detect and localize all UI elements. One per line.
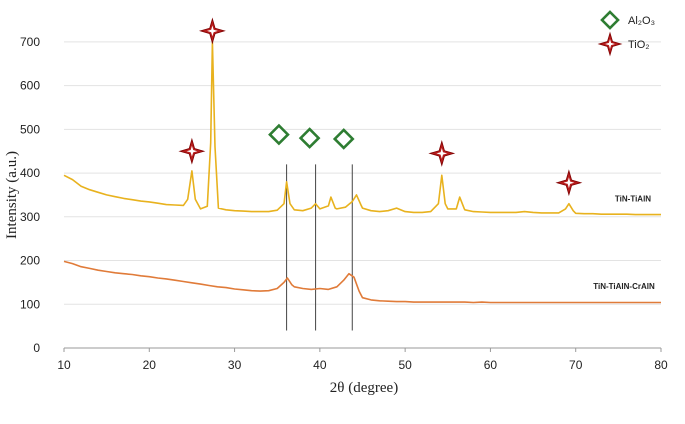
y-axis-title: Intensity (a.u.) [4, 151, 20, 239]
legend-label: TiO₂ [628, 39, 650, 51]
y-tick-label: 500 [20, 122, 40, 136]
series-line-0 [63, 41, 661, 216]
legend-star-icon-center [605, 39, 615, 49]
y-tick-label: 200 [20, 254, 40, 268]
al2o3-diamond-icon [332, 128, 355, 150]
y-tick-label: 700 [20, 35, 40, 49]
tio2-star-icon-center [207, 25, 218, 37]
y-tick-label: 0 [33, 341, 40, 355]
y-tick-label: 600 [20, 79, 40, 93]
x-tick-label: 50 [398, 358, 412, 372]
tio2-star-icon-center [436, 148, 448, 159]
x-tick-label: 60 [484, 358, 498, 372]
tio2-star-icon-center [563, 177, 575, 189]
series-label-1: TiN-TiAlN-CrAlN [593, 282, 655, 291]
legend-diamond-icon [600, 10, 620, 30]
reference-lines [286, 164, 353, 331]
series-line-1 [63, 260, 661, 304]
al2o3-diamond-icon [268, 123, 290, 146]
x-tick-label: 70 [569, 358, 583, 372]
y-tick-label: 400 [20, 166, 40, 180]
peak-markers [178, 17, 583, 197]
legend: Al₂O₃ TiO₂ [597, 10, 655, 57]
x-tick-label: 20 [143, 358, 157, 372]
x-tick-label: 80 [654, 358, 668, 372]
series-labels: TiN-TiAlN TiN-TiAlN-CrAlN [593, 194, 655, 290]
tio2-star-icon-center [186, 145, 198, 157]
x-tick-label: 10 [57, 358, 71, 372]
series-lines [63, 41, 661, 304]
y-tick-label: 300 [20, 210, 40, 224]
x-tick-label: 30 [228, 358, 242, 372]
y-tick-label: 100 [20, 297, 40, 311]
x-tick-label: 40 [313, 358, 327, 372]
axes: 0 100 200 300 400 500 600 700 10 20 30 40 50 60 70 80 [20, 35, 668, 372]
al2o3-diamond-icon [298, 127, 321, 149]
gridlines [64, 41, 661, 349]
series-label-0: TiN-TiAlN [615, 194, 651, 203]
x-axis-title: 2θ (degree) [330, 380, 398, 396]
legend-label: Al₂O₃ [628, 15, 655, 27]
